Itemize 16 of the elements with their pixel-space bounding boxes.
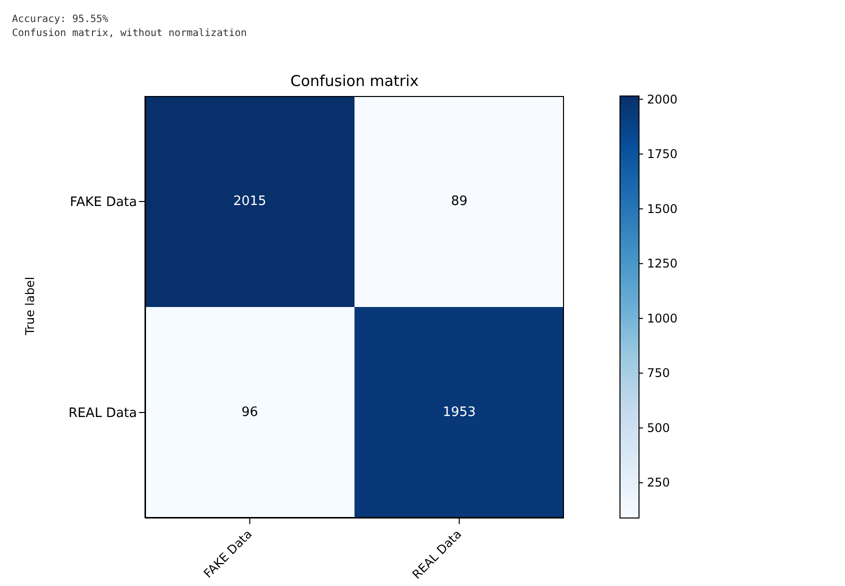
color-bar-label: 500 bbox=[647, 420, 670, 435]
color-bar-label: 1000 bbox=[647, 311, 678, 326]
color-bar-label: 1250 bbox=[647, 256, 678, 271]
chart-title: Confusion matrix bbox=[289, 72, 420, 90]
text: Accuracy: 95.55% bbox=[12, 14, 108, 25]
color-bar-label: 2000 bbox=[647, 92, 678, 106]
color-bar-label: 250 bbox=[647, 476, 670, 490]
data-label: 89 bbox=[450, 194, 468, 209]
text: Confusion matrix, without normalization bbox=[12, 28, 247, 39]
color-bar-label: 1500 bbox=[647, 202, 678, 216]
data-label: 2015 bbox=[233, 194, 266, 209]
y-axis-title: True label bbox=[23, 276, 37, 338]
color-bar-label: 750 bbox=[647, 366, 670, 380]
data-label: 96 bbox=[241, 405, 258, 420]
data-label: 1953 bbox=[442, 405, 476, 420]
color-bar-label: 1750 bbox=[647, 147, 678, 162]
